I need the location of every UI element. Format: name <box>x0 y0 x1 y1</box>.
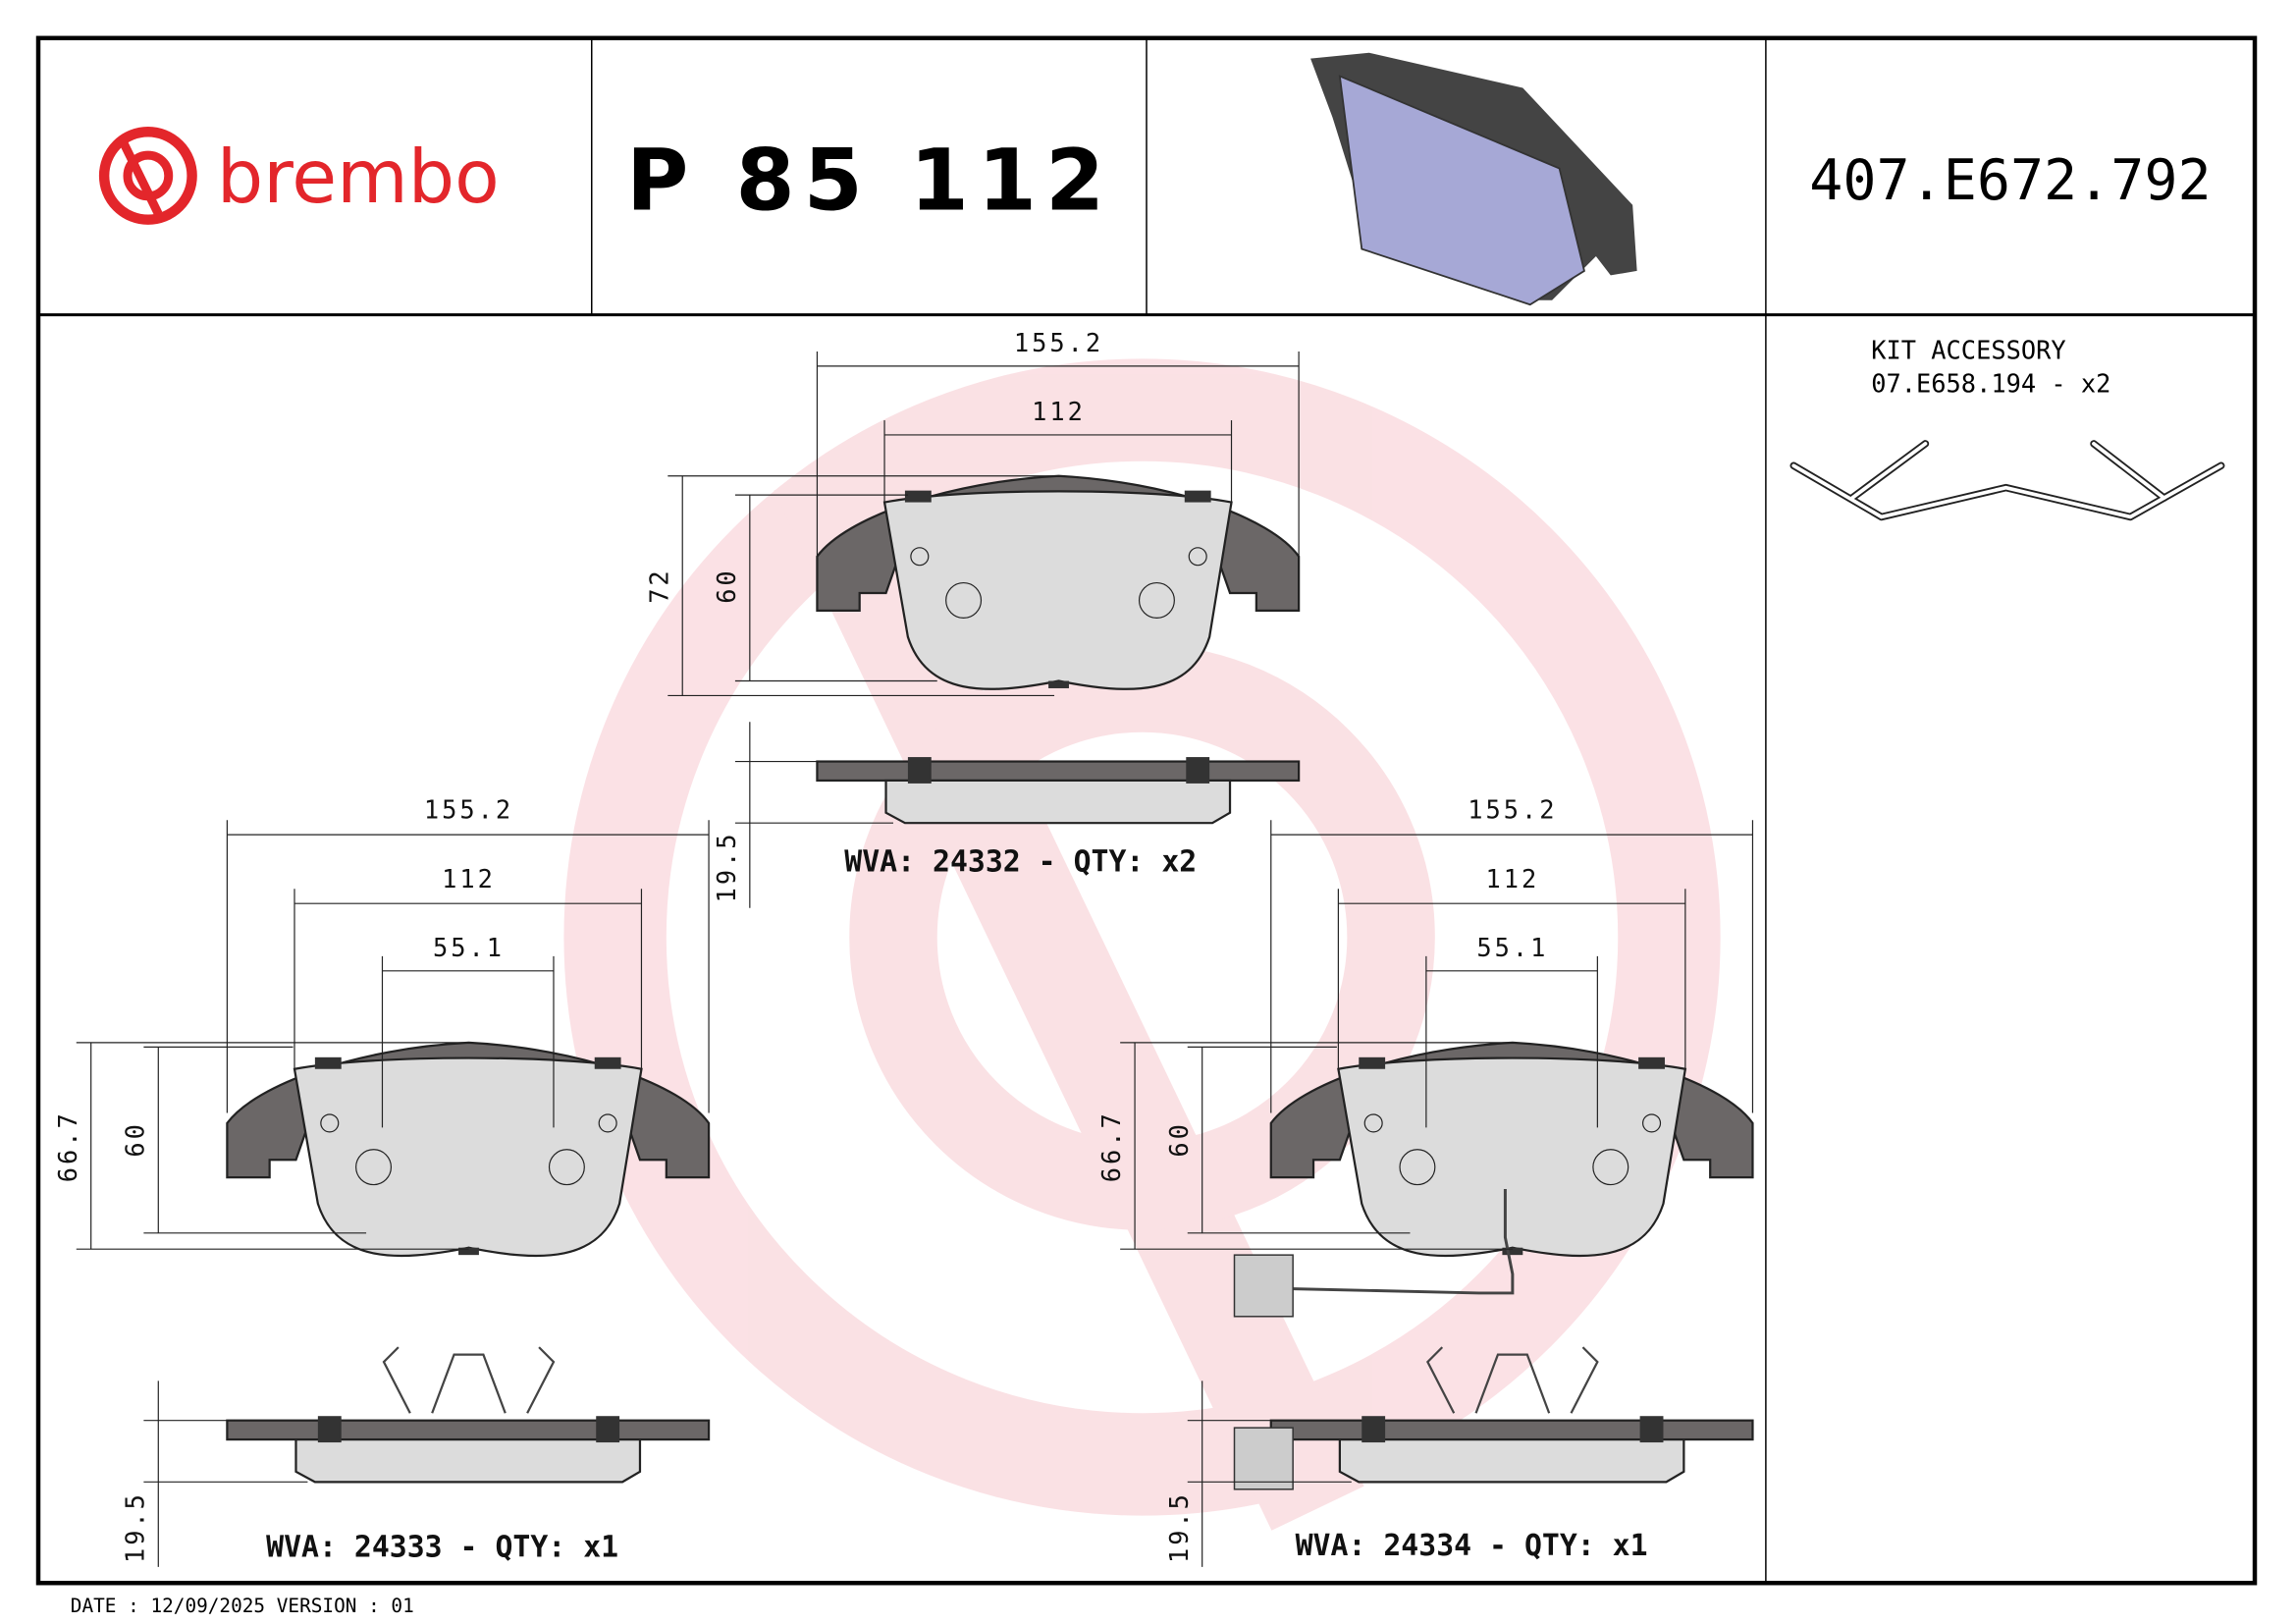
pad-front-view-left: 155.2 112 55.1 66.7 60 19.5 WVA: 24333 -… <box>53 795 711 1567</box>
pad-front-view-top: 155.2 112 72 60 19.5 WVA: 24332 - QTY: x… <box>644 328 1301 908</box>
svg-text:19.5: 19.5 <box>712 831 741 902</box>
svg-text:60: 60 <box>120 1121 149 1157</box>
kit-accessory-code: 07.E658.194 - x2 <box>1871 369 2110 399</box>
date-version: DATE : 12/09/2025 VERSION : 01 <box>71 1595 414 1617</box>
pad-render-image <box>1310 52 1637 306</box>
svg-text:60: 60 <box>712 568 741 603</box>
kit-accessory-title: KIT ACCESSORY <box>1871 335 2065 364</box>
svg-text:66.7: 66.7 <box>1096 1110 1126 1182</box>
svg-text:155.2: 155.2 <box>424 795 513 825</box>
part-number: P 85 112 <box>626 132 1113 230</box>
svg-text:55.1: 55.1 <box>1476 933 1548 962</box>
svg-text:60: 60 <box>1164 1121 1194 1157</box>
svg-text:112: 112 <box>1485 864 1539 893</box>
brand-name: brembo <box>217 135 500 220</box>
wva-label-left: WVA: 24333 - QTY: x1 <box>266 1530 618 1564</box>
svg-text:66.7: 66.7 <box>53 1110 82 1182</box>
wva-label-right: WVA: 24334 - QTY: x1 <box>1296 1529 1648 1563</box>
brembo-logo: brembo <box>98 127 500 225</box>
svg-text:19.5: 19.5 <box>120 1491 149 1563</box>
svg-text:112: 112 <box>442 864 496 893</box>
svg-text:112: 112 <box>1032 397 1086 426</box>
svg-text:19.5: 19.5 <box>1164 1491 1194 1563</box>
svg-text:72: 72 <box>644 568 673 603</box>
spring-clip-drawing <box>1789 440 2225 521</box>
svg-text:155.2: 155.2 <box>1014 328 1103 357</box>
svg-text:55.1: 55.1 <box>433 933 505 962</box>
svg-text:155.2: 155.2 <box>1468 795 1557 825</box>
reference-code: 407.E672.792 <box>1809 148 2211 213</box>
wva-label-top: WVA: 24332 - QTY: x2 <box>844 844 1197 879</box>
pad-front-view-right: 155.2 112 55.1 66.7 60 19.5 WVA: 24334 -… <box>1096 795 1754 1567</box>
drawing-frame <box>35 35 2258 1586</box>
